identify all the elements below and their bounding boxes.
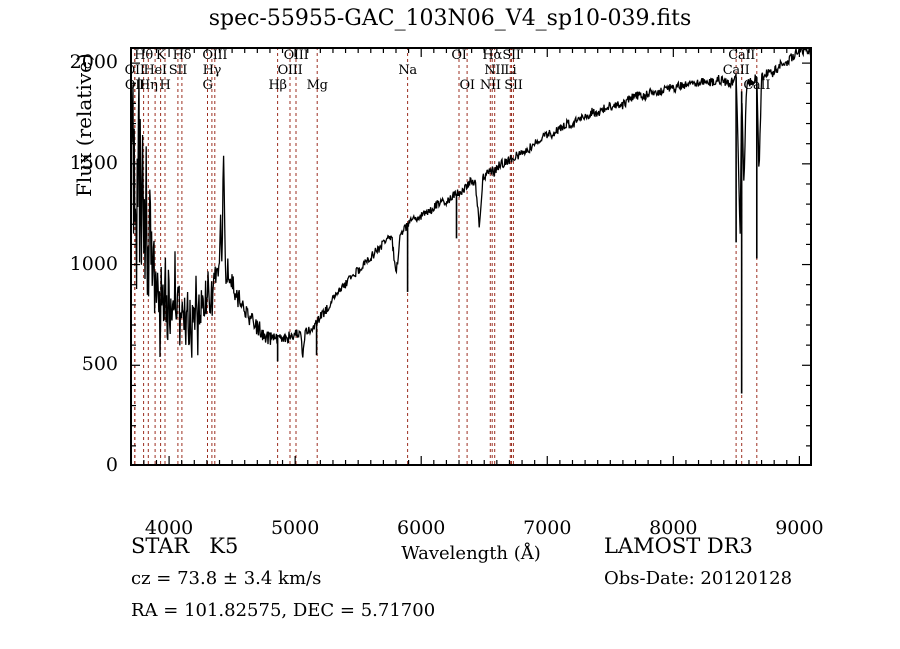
line-label-h: Hδ — [172, 48, 192, 63]
y-tick-2000: 2000 — [69, 51, 118, 74]
y-tick-1000: 1000 — [69, 252, 118, 275]
line-label-g: G — [202, 78, 213, 93]
spectral-class: K5 — [209, 534, 239, 558]
y-tick-0: 0 — [105, 454, 118, 476]
page-title: spec-55955-GAC_103N06_V4_sp10-039.fits — [208, 6, 692, 31]
line-label-h: Hη — [139, 78, 158, 93]
spectral-line-markers — [130, 47, 812, 466]
line-label-oiii: OIII — [277, 63, 303, 78]
line-label-oi: OI — [459, 78, 475, 93]
line-label-sii: SII — [168, 63, 188, 78]
line-label-oiii: OIII — [202, 48, 228, 63]
y-axis-label: Flux (relative) — [72, 53, 96, 197]
line-label-k: K — [155, 48, 166, 63]
line-label-h: Hβ — [268, 78, 287, 93]
x-axis-label: Wavelength (Å) — [401, 543, 541, 564]
object-type-and-class: STAR K5 — [131, 534, 238, 558]
line-label-sii: SII — [504, 78, 523, 93]
spectrum-trace — [130, 47, 812, 466]
line-label-oii: OII — [124, 78, 145, 93]
line-label-h: Hγ — [202, 63, 222, 78]
x-tick-4000: 4000 — [144, 517, 194, 539]
line-label-nii: NII — [479, 78, 501, 93]
line-label-mg: Mg — [306, 78, 328, 93]
x-tick-8000: 8000 — [649, 517, 698, 539]
x-tick-9000: 9000 — [775, 517, 824, 539]
line-label-oii: OII — [124, 63, 145, 78]
observation-date: Obs-Date: 20120128 — [604, 568, 793, 589]
y-tick-500: 500 — [81, 353, 118, 376]
radial-velocity: cz = 73.8 ± 3.4 km/s — [131, 568, 322, 589]
line-label-nii: NII — [484, 63, 506, 78]
metadata-footer: STAR K5 cz = 73.8 ± 3.4 km/s RA = 101.82… — [0, 530, 900, 640]
line-label-caii: CaII — [743, 78, 771, 93]
survey-name: LAMOST DR3 — [604, 534, 753, 558]
line-label-h: Hθ — [134, 48, 153, 63]
x-tick-6000: 6000 — [397, 517, 446, 539]
line-label-h: Hα — [482, 48, 502, 63]
line-label-oiii: OIII — [283, 48, 309, 63]
line-label-li: Li — [504, 63, 517, 78]
line-label-na: Na — [398, 63, 417, 78]
line-label-oi: OI — [451, 48, 467, 63]
object-type: STAR — [131, 534, 190, 558]
line-label-hei: HeI — [143, 63, 167, 78]
line-label-h: H — [159, 78, 171, 93]
y-tick-1500: 1500 — [69, 151, 118, 174]
x-tick-7000: 7000 — [523, 517, 572, 539]
spectrum-plot: OII OII Hθ Hη HeI K H SII Hδ Hγ G OIII Hβ OIII OIII Mg N… — [70, 47, 824, 564]
line-label-caii: CaII — [728, 48, 756, 63]
line-label-sii: SII — [502, 48, 521, 63]
line-label-caii: CaII — [722, 63, 750, 78]
coordinates: RA = 101.82575, DEC = 5.71700 — [131, 600, 436, 621]
x-tick-5000: 5000 — [270, 517, 320, 539]
